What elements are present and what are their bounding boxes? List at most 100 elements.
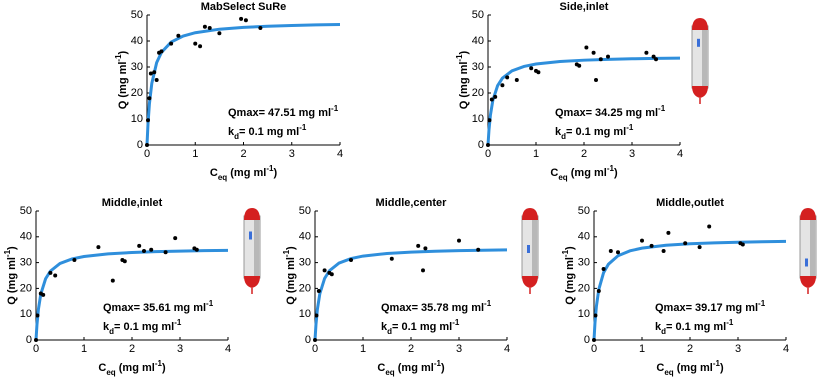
data-point (159, 49, 164, 54)
data-point (457, 238, 461, 243)
data-point (423, 246, 428, 251)
column-marker (249, 231, 252, 240)
data-point (137, 243, 142, 248)
x-axis-label-part: (mg ml (568, 167, 607, 179)
y-axis-label-part: Q (mg ml (458, 62, 470, 110)
column-marker (697, 38, 700, 47)
x-tick-label: 1 (533, 148, 539, 160)
data-point (640, 238, 644, 243)
x-axis-label: Ceq (mg ml-1) (377, 359, 445, 377)
annotation-part: k (655, 321, 662, 333)
data-point (41, 292, 46, 297)
data-point (217, 31, 222, 36)
annotation: Qmax= 39.17 mg ml-1 (655, 299, 766, 314)
data-point (584, 45, 589, 50)
x-axis-label-part: eq (385, 368, 394, 377)
data-point (152, 70, 157, 75)
y-axis-label-part: ) (564, 246, 576, 250)
x-tick-label: 1 (360, 343, 366, 355)
column-shade (810, 216, 815, 278)
data-point (536, 70, 541, 75)
annotation-part: d (234, 132, 239, 141)
annotation-part: = 0.1 mg ml (114, 321, 174, 333)
annotation-part: k (555, 126, 562, 138)
x-tick-label: 3 (456, 343, 462, 355)
data-point (616, 250, 620, 255)
data-point (72, 258, 77, 263)
x-axis-label-part: ) (273, 167, 277, 179)
data-point (707, 224, 712, 229)
annotation-part: -1 (331, 104, 339, 113)
x-axis-label-part: C (98, 362, 106, 374)
annotation-part: = 0.1 mg ml (392, 321, 452, 333)
column-shade (532, 216, 537, 278)
data-point (514, 78, 519, 82)
x-axis-label-part: (mg ml (227, 167, 266, 179)
y-tick-label: 0 (26, 334, 32, 346)
x-axis-label-part: -1 (155, 359, 163, 368)
y-axis-label-part: -1 (282, 249, 291, 257)
y-tick-label: 0 (478, 139, 484, 151)
annotation-part: Qmax= 35.78 mg ml (381, 302, 484, 314)
data-point (486, 143, 490, 147)
data-point (154, 78, 159, 82)
x-axis-label-part: C (210, 167, 218, 179)
annotation-part: Qmax= 34.25 mg ml (555, 107, 658, 119)
x-tick-label: 2 (581, 148, 587, 160)
data-point (145, 118, 150, 123)
annotation-part: -1 (626, 123, 634, 132)
x-tick-label: 4 (337, 148, 343, 160)
annotation-part: Qmax= 39.17 mg ml (655, 302, 758, 314)
x-tick-label: 0 (485, 148, 491, 160)
y-tick-label: 0 (137, 139, 143, 151)
column-top (522, 208, 538, 220)
data-point (35, 313, 40, 318)
x-axis-label-part: ) (614, 167, 618, 179)
data-point (110, 278, 115, 283)
y-axis-label: Q (mg ml-1) (455, 50, 470, 109)
x-tick-label: 3 (629, 148, 635, 160)
annotation: kd= 0.1 mg ml-1 (555, 123, 634, 141)
data-point (594, 78, 598, 82)
y-axis-label-part: ) (285, 246, 297, 250)
fit-curve (34, 248, 229, 341)
y-tick-label: 30 (131, 61, 143, 73)
y-tick-label: 50 (131, 9, 143, 21)
y-axis-label: Q (mg ml-1) (561, 246, 576, 305)
x-axis-label-part: (mg ml (674, 362, 713, 374)
column-top (244, 208, 260, 220)
y-tick-label: 50 (472, 9, 484, 21)
data-point (349, 258, 353, 263)
data-point (697, 245, 702, 250)
data-point (661, 248, 666, 253)
annotation: Qmax= 34.25 mg ml-1 (555, 104, 666, 119)
x-tick-label: 2 (687, 343, 693, 355)
data-point (163, 250, 168, 255)
y-tick-label: 30 (299, 257, 311, 269)
column-top (692, 18, 708, 30)
x-axis-label-part: eq (106, 368, 115, 377)
x-axis-label-part: -1 (607, 164, 615, 173)
x-tick-label: 0 (312, 343, 318, 355)
column-bottom (692, 86, 708, 98)
data-point (740, 242, 745, 247)
data-point (505, 75, 510, 80)
data-point (654, 57, 658, 62)
x-tick-label: 1 (81, 343, 87, 355)
x-tick-label: 0 (144, 148, 150, 160)
data-point (596, 288, 601, 293)
data-point (591, 50, 596, 55)
x-axis-label: Ceq (mg ml-1) (98, 359, 166, 377)
fit-curve (592, 239, 787, 341)
column-shade (254, 216, 259, 278)
column-bottom (244, 276, 260, 288)
annotation-part: Qmax= 47.51 mg ml (228, 107, 331, 119)
x-tick-label: 2 (408, 343, 414, 355)
annotation-part: Qmax= 35.61 mg ml (103, 302, 206, 314)
y-tick-label: 40 (20, 231, 32, 243)
y-axis-label-part: Q (mg ml (117, 62, 129, 110)
annotation-part: = 0.1 mg ml (666, 321, 726, 333)
data-point (529, 66, 534, 71)
